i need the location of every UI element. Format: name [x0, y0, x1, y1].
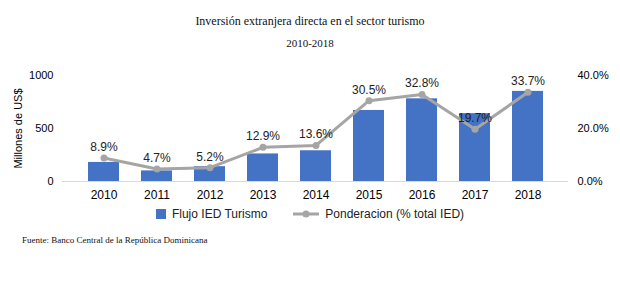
svg-text:2018: 2018 [515, 188, 542, 202]
html-text:Fuente: Banco Central de la Re: Fuente: Banco Central de la República Do… [22, 235, 208, 245]
svg-text:12.9%: 12.9% [246, 129, 280, 143]
svg-text:33.7%: 33.7% [511, 74, 545, 88]
html-text:2010-2018: 2010-2018 [286, 37, 334, 49]
svg-text:13.6%: 13.6% [299, 127, 333, 141]
svg-text:30.5%: 30.5% [352, 83, 386, 97]
svg-text:0: 0 [47, 175, 53, 187]
svg-text:2013: 2013 [250, 188, 277, 202]
svg-text:19.7%: 19.7% [458, 111, 492, 125]
html-text:Ponderacion (% total IED): Ponderacion (% total IED) [325, 207, 464, 221]
svg-text:1000: 1000 [29, 69, 53, 81]
svg-text:20.0%: 20.0% [578, 122, 609, 134]
svg-text:2017: 2017 [462, 188, 489, 202]
svg-text:2015: 2015 [356, 188, 383, 202]
svg-text:4.7%: 4.7% [143, 151, 171, 165]
svg-text:500: 500 [35, 122, 53, 134]
svg-text:2011: 2011 [144, 188, 170, 202]
svg-text:2014: 2014 [303, 188, 330, 202]
html-text:Flujo IED Turismo: Flujo IED Turismo [172, 207, 268, 221]
svg-text:2010: 2010 [91, 188, 118, 202]
svg-text:0.0%: 0.0% [578, 175, 603, 187]
html-text:Inversión extranjera directa e: Inversión extranjera directa en el secto… [195, 14, 425, 28]
svg-text:8.9%: 8.9% [90, 140, 118, 154]
svg-text:32.8%: 32.8% [405, 76, 439, 90]
svg-text:40.0%: 40.0% [578, 69, 609, 81]
svg-text:5.2%: 5.2% [196, 150, 224, 164]
svg-text:2012: 2012 [197, 188, 224, 202]
svg-text:2016: 2016 [409, 188, 436, 202]
svg-text:Millones de US$: Millones de US$ [12, 88, 24, 168]
